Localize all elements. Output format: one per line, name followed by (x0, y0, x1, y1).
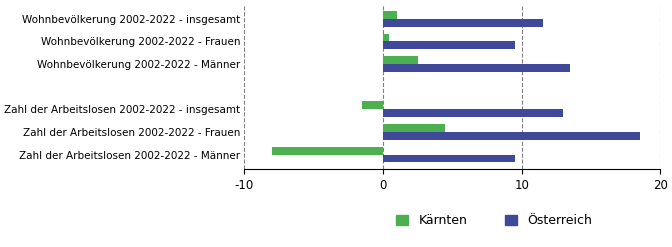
Bar (383, 109, 563, 117)
Bar (383, 41, 515, 49)
Bar (383, 132, 640, 140)
Bar (383, 124, 446, 132)
Bar (383, 11, 397, 19)
Bar (383, 34, 388, 41)
Legend: Kärnten, Österreich: Kärnten, Österreich (391, 209, 597, 232)
Bar (383, 155, 515, 163)
Bar (383, 56, 418, 64)
Bar (362, 101, 383, 109)
Bar (272, 147, 383, 155)
Bar (383, 64, 571, 72)
Bar (383, 19, 542, 27)
